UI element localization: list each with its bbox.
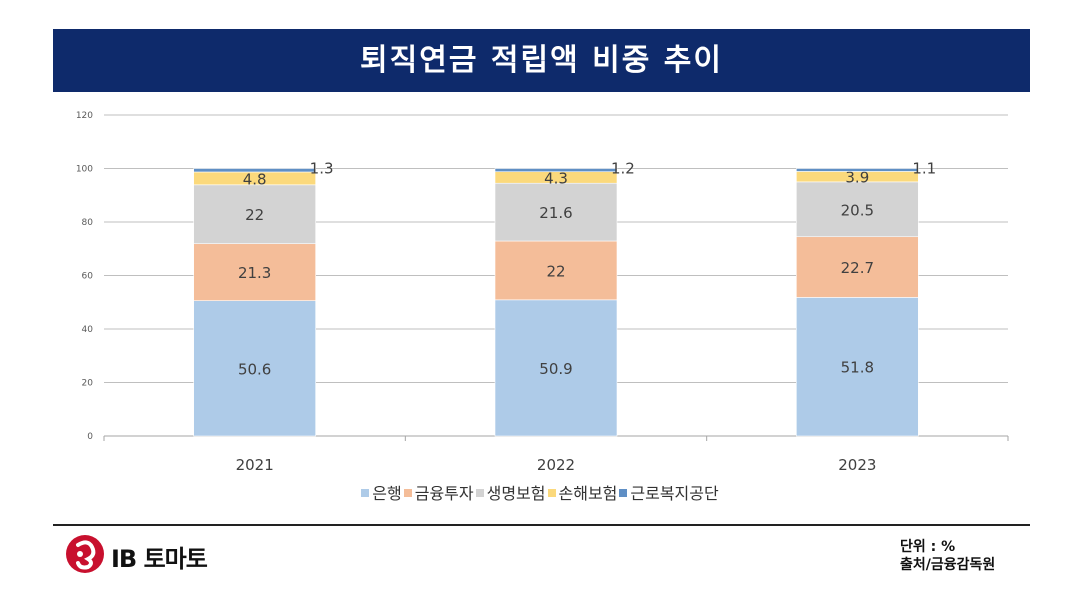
data-label: 1.1 xyxy=(912,160,936,178)
bar-segment xyxy=(494,168,618,173)
bar-segment xyxy=(796,236,919,298)
y-tick-label: 100 xyxy=(76,165,93,175)
data-label: 22.7 xyxy=(841,259,874,277)
legend-swatch xyxy=(547,488,556,497)
data-label: 4.8 xyxy=(243,170,267,188)
x-tick-label: 2022 xyxy=(537,456,575,470)
legend-item: 근로복지공단 xyxy=(619,480,719,504)
bar-segment xyxy=(193,243,316,301)
data-label: 50.6 xyxy=(238,360,271,378)
y-tick-label: 40 xyxy=(82,325,94,335)
stacked-bar-chart: 0 20 40 60 80 100 120 50.6 21.3 22 4.8 1.3 2021 50.9 2… xyxy=(76,111,1009,470)
bar-segment xyxy=(193,184,316,244)
y-tick-label: 0 xyxy=(87,432,93,442)
data-label: 21.6 xyxy=(539,204,572,222)
legend-label: 근로복지공단 xyxy=(630,484,719,503)
legend-item: 금융투자 xyxy=(403,480,474,504)
legend-swatch xyxy=(475,488,484,497)
legend-swatch xyxy=(403,488,412,497)
title-banner: 퇴직연금 적립액 비중 추이 xyxy=(53,29,1030,92)
legend-label: 손해보험 xyxy=(558,484,618,503)
data-label: 22 xyxy=(245,206,264,224)
bar-segment xyxy=(193,300,316,437)
legend-swatch xyxy=(361,488,370,497)
data-label: 22 xyxy=(546,262,565,280)
data-label: 50.9 xyxy=(539,360,572,378)
legend-item: 생명보험 xyxy=(475,480,546,504)
data-label: 4.3 xyxy=(544,169,568,187)
chart-legend: 은행 금융투자 생명보험 손해보험 근로복지공단 xyxy=(0,480,1080,504)
y-tick-label: 60 xyxy=(82,272,94,282)
y-tick-label: 20 xyxy=(82,379,94,389)
unit-label: 단위 : % xyxy=(900,539,956,555)
bar-segment xyxy=(796,297,919,437)
data-label: 20.5 xyxy=(841,201,874,219)
legend-label: 생명보험 xyxy=(486,484,546,503)
bar-segment xyxy=(193,168,316,173)
x-tick-label: 2021 xyxy=(236,456,274,470)
legend-item: 은행 xyxy=(361,480,402,504)
data-label: 21.3 xyxy=(238,264,271,282)
tomato-logo-icon xyxy=(66,535,104,573)
chart-meta: 단위 : % 출처/금융감독원 xyxy=(900,538,995,574)
data-label: 1.2 xyxy=(611,160,635,178)
x-tick-label: 2023 xyxy=(838,456,876,470)
y-tick-label: 80 xyxy=(82,218,94,228)
bar-segment xyxy=(494,240,618,301)
legend-item: 손해보험 xyxy=(547,480,618,504)
legend-swatch xyxy=(619,488,628,497)
data-label: 1.3 xyxy=(310,160,334,178)
legend-label: 은행 xyxy=(372,484,402,503)
legend-label: 금융투자 xyxy=(414,484,474,503)
footer-divider xyxy=(53,524,1030,526)
bar-segment xyxy=(796,168,919,172)
y-tick-label: 120 xyxy=(76,111,93,121)
data-label: 3.9 xyxy=(845,169,869,187)
chart-title: 퇴직연금 적립액 비중 추이 xyxy=(360,43,723,78)
bar-segment xyxy=(494,299,618,437)
logo-wordmark: IB 토마토 xyxy=(111,545,208,573)
bar-segment xyxy=(494,182,618,242)
data-label: 51.8 xyxy=(841,359,874,377)
source-label: 출처/금융감독원 xyxy=(900,557,996,573)
